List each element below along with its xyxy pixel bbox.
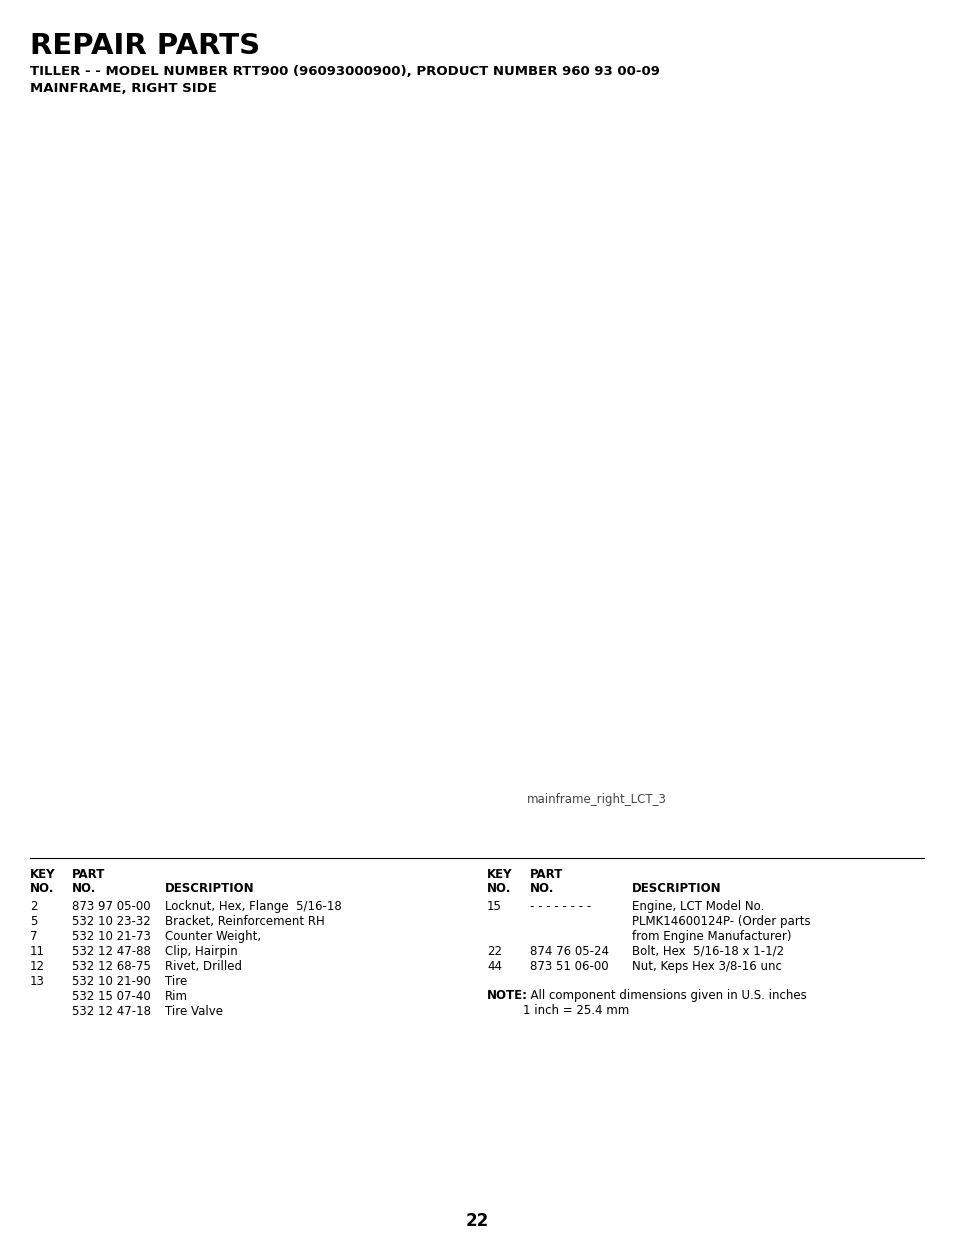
Text: 11: 11 <box>30 945 45 958</box>
Text: TILLER - - MODEL NUMBER RTT900 (96093000900), PRODUCT NUMBER 960 93 00-09: TILLER - - MODEL NUMBER RTT900 (96093000… <box>30 65 659 78</box>
Text: 22: 22 <box>486 945 501 958</box>
Text: PLMK14600124P- (Order parts: PLMK14600124P- (Order parts <box>631 915 810 927</box>
Text: 532 12 47-18: 532 12 47-18 <box>71 1005 151 1018</box>
Text: KEY: KEY <box>30 868 55 881</box>
Text: 44: 44 <box>486 960 501 973</box>
Text: KEY: KEY <box>486 868 512 881</box>
Text: 532 10 21-73: 532 10 21-73 <box>71 930 151 944</box>
Text: NOTE:: NOTE: <box>486 989 527 1002</box>
Text: NO.: NO. <box>30 882 54 895</box>
Text: 1 inch = 25.4 mm: 1 inch = 25.4 mm <box>522 1004 629 1016</box>
Text: REPAIR PARTS: REPAIR PARTS <box>30 32 260 61</box>
Text: 7: 7 <box>30 930 37 944</box>
Text: PART: PART <box>530 868 563 881</box>
Text: 13: 13 <box>30 974 45 988</box>
Text: DESCRIPTION: DESCRIPTION <box>631 882 720 895</box>
Text: - - - - - - - -: - - - - - - - - <box>530 900 591 913</box>
Text: 2: 2 <box>30 900 37 913</box>
Text: 873 97 05-00: 873 97 05-00 <box>71 900 151 913</box>
Text: NO.: NO. <box>486 882 511 895</box>
Text: MAINFRAME, RIGHT SIDE: MAINFRAME, RIGHT SIDE <box>30 82 216 95</box>
Text: NO.: NO. <box>530 882 554 895</box>
Text: Nut, Keps Hex 3/8-16 unc: Nut, Keps Hex 3/8-16 unc <box>631 960 781 973</box>
Text: 874 76 05-24: 874 76 05-24 <box>530 945 608 958</box>
Text: Rivet, Drilled: Rivet, Drilled <box>165 960 242 973</box>
Text: 12: 12 <box>30 960 45 973</box>
Text: 22: 22 <box>465 1212 488 1230</box>
Text: Tire Valve: Tire Valve <box>165 1005 223 1018</box>
Text: 15: 15 <box>486 900 501 913</box>
Text: Engine, LCT Model No.: Engine, LCT Model No. <box>631 900 763 913</box>
Text: 873 51 06-00: 873 51 06-00 <box>530 960 608 973</box>
Text: PART: PART <box>71 868 105 881</box>
Text: Locknut, Hex, Flange  5/16-18: Locknut, Hex, Flange 5/16-18 <box>165 900 341 913</box>
Text: 532 10 21-90: 532 10 21-90 <box>71 974 151 988</box>
Text: 5: 5 <box>30 915 37 927</box>
Text: Bracket, Reinforcement RH: Bracket, Reinforcement RH <box>165 915 324 927</box>
Text: Bolt, Hex  5/16-18 x 1-1/2: Bolt, Hex 5/16-18 x 1-1/2 <box>631 945 783 958</box>
Text: Tire: Tire <box>165 974 187 988</box>
Text: mainframe_right_LCT_3: mainframe_right_LCT_3 <box>526 793 666 806</box>
Text: Counter Weight,: Counter Weight, <box>165 930 261 944</box>
Text: NO.: NO. <box>71 882 96 895</box>
Text: Rim: Rim <box>165 990 188 1003</box>
Text: 532 12 47-88: 532 12 47-88 <box>71 945 151 958</box>
Text: 532 15 07-40: 532 15 07-40 <box>71 990 151 1003</box>
Text: 532 10 23-32: 532 10 23-32 <box>71 915 151 927</box>
Text: Clip, Hairpin: Clip, Hairpin <box>165 945 237 958</box>
Text: 532 12 68-75: 532 12 68-75 <box>71 960 151 973</box>
Text: from Engine Manufacturer): from Engine Manufacturer) <box>631 930 791 944</box>
Text: DESCRIPTION: DESCRIPTION <box>165 882 254 895</box>
Text: All component dimensions given in U.S. inches: All component dimensions given in U.S. i… <box>522 989 806 1002</box>
